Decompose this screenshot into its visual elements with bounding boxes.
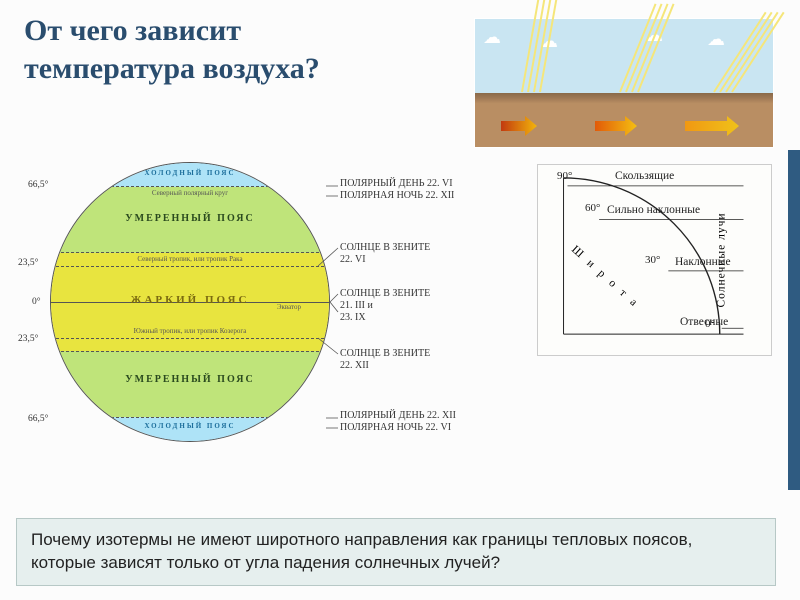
- ray-type-label: Сильно наклонные: [607, 204, 700, 216]
- leader-lines: [40, 162, 500, 462]
- heat-arrow-icon: [499, 115, 539, 137]
- angle-deg-label: 30°: [645, 254, 660, 266]
- lat-label: 23,5°: [18, 258, 38, 268]
- ray-type-label: Отвесные: [680, 316, 728, 328]
- heat-arrow-icon: [683, 115, 741, 137]
- question-text: Почему изотермы не имеют широтного напра…: [31, 530, 692, 572]
- ray-type-label: Скользящие: [615, 170, 674, 182]
- lat-label: 23,5°: [18, 334, 38, 344]
- side-accent-bar: [788, 150, 800, 490]
- cloud-icon: ☁: [707, 29, 725, 50]
- question-box: Почему изотермы не имеют широтного напра…: [16, 518, 776, 586]
- cloud-icon: ☁: [483, 27, 501, 48]
- slide-title: От чего зависит температура воздуха?: [24, 12, 404, 87]
- heat-arrow-icon: [593, 115, 639, 137]
- sun-angle-chart: 90° 60° 30° 0° Скользящие Сильно наклонн…: [537, 164, 772, 356]
- angle-deg-label: 60°: [585, 202, 600, 214]
- thermal-zones-globe: ХОЛОДНЫЙ ПОЯС УМЕРЕННЫЙ ПОЯС ЖАРКИЙ ПОЯС…: [40, 162, 500, 492]
- sunrays-diagram: ☁ ☁ ☁ ☁: [474, 18, 774, 148]
- vertical-axis-label: Солнечные лучи: [715, 212, 727, 307]
- angle-deg-label: 90°: [557, 170, 572, 182]
